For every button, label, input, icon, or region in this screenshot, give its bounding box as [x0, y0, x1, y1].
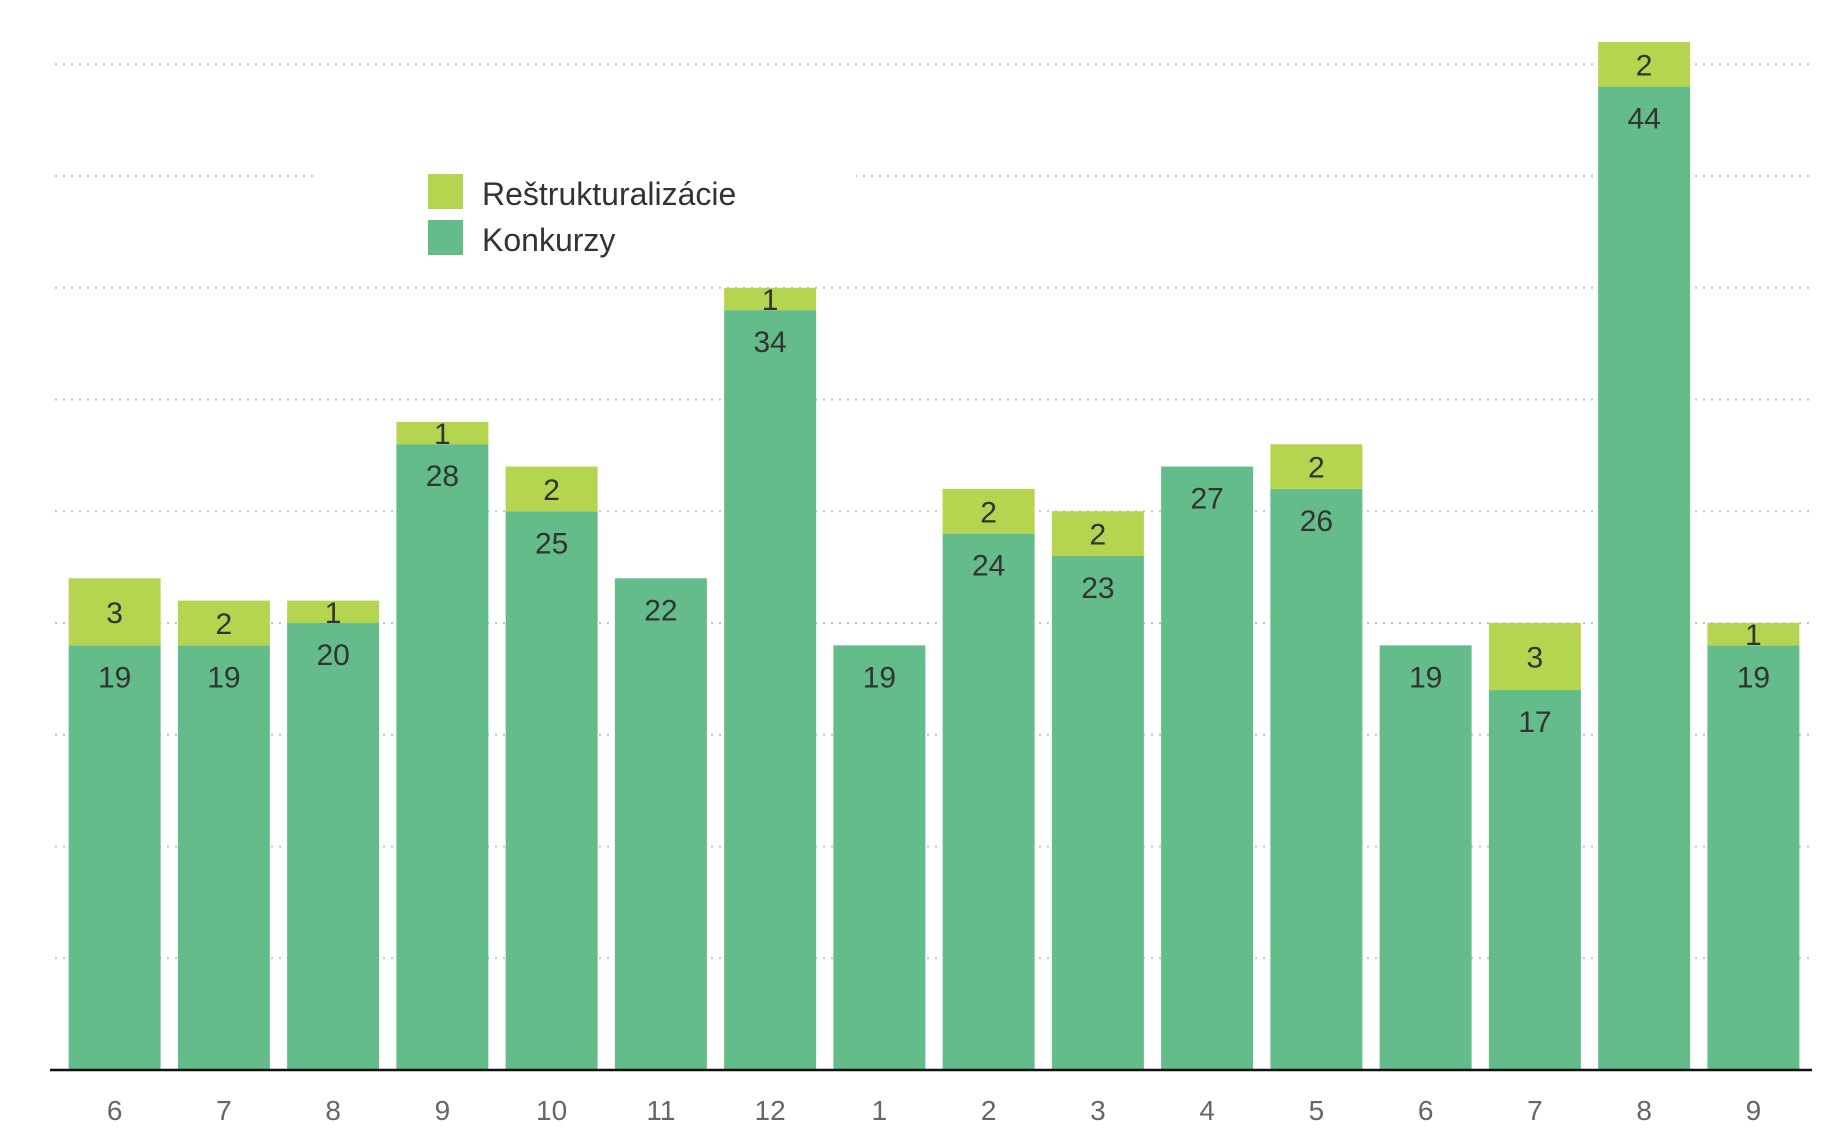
bar-restrukturalizacie[interactable] — [505, 466, 598, 512]
bar-konkurzy[interactable] — [287, 623, 380, 1070]
legend-background — [316, 162, 856, 274]
data-label-konkurzy: 19 — [1737, 661, 1770, 694]
bar-restrukturalizacie[interactable] — [1270, 444, 1363, 489]
legend-label-konkurzy[interactable]: Konkurzy — [482, 222, 615, 258]
data-label-restrukturalizacie: 1 — [434, 418, 451, 451]
data-label-konkurzy: 19 — [863, 661, 896, 694]
x-tick-label: 7 — [1527, 1095, 1543, 1126]
x-tick-label: 1 — [872, 1095, 888, 1126]
bar-restrukturalizacie[interactable] — [177, 600, 270, 646]
data-label-restrukturalizacie: 1 — [762, 284, 779, 317]
x-tick-label: 2 — [981, 1095, 997, 1126]
x-tick-label: 9 — [1746, 1095, 1762, 1126]
bar-restrukturalizacie[interactable] — [1707, 623, 1800, 646]
bars — [68, 41, 1800, 1071]
data-label-konkurzy: 44 — [1627, 103, 1660, 136]
legend: Reštrukturalizácie Konkurzy — [316, 162, 856, 274]
legend-label-restrukturalizacie[interactable]: Reštrukturalizácie — [482, 176, 736, 212]
data-label-konkurzy: 28 — [426, 460, 459, 493]
data-label-konkurzy: 27 — [1190, 483, 1223, 516]
data-label-konkurzy: 26 — [1300, 505, 1333, 538]
data-label-konkurzy: 17 — [1518, 706, 1551, 739]
bar-konkurzy[interactable] — [396, 444, 489, 1070]
x-tick-label: 4 — [1199, 1095, 1215, 1126]
bar-konkurzy[interactable] — [942, 533, 1035, 1070]
x-tick-label: 10 — [536, 1095, 567, 1126]
x-tick-label: 6 — [107, 1095, 123, 1126]
x-tick-labels: 6 7 8 9 10 11 12 1 2 3 4 5 6 7 8 9 — [107, 1095, 1761, 1126]
data-label-konkurzy: 24 — [972, 550, 1005, 583]
data-label-konkurzy: 19 — [207, 661, 240, 694]
bar-konkurzy[interactable] — [614, 578, 707, 1070]
bar-restrukturalizacie[interactable] — [1488, 623, 1581, 691]
bar-konkurzy[interactable] — [724, 310, 817, 1071]
bar-restrukturalizacie[interactable] — [1051, 511, 1144, 556]
bar-restrukturalizacie[interactable] — [1598, 41, 1691, 87]
data-label-restrukturalizacie: 2 — [1636, 49, 1653, 82]
bar-restrukturalizacie[interactable] — [942, 488, 1035, 534]
bar-konkurzy[interactable] — [1161, 466, 1254, 1070]
x-tick-label: 9 — [435, 1095, 451, 1126]
x-tick-label: 8 — [325, 1095, 341, 1126]
bar-konkurzy[interactable] — [177, 645, 270, 1070]
data-label-konkurzy: 34 — [753, 326, 786, 359]
bar-konkurzy[interactable] — [68, 645, 161, 1070]
data-labels: 3 19 2 19 1 20 1 28 2 25 22 1 34 19 2 24 2 23 27 2 26 19 3 17 2 4… — [98, 49, 1770, 739]
data-label-restrukturalizacie: 3 — [106, 597, 123, 630]
data-label-restrukturalizacie: 2 — [1090, 519, 1107, 552]
data-label-konkurzy: 20 — [316, 639, 349, 672]
data-label-konkurzy: 25 — [535, 527, 568, 560]
bar-konkurzy[interactable] — [1270, 488, 1363, 1070]
bar-konkurzy[interactable] — [1051, 555, 1144, 1070]
bar-restrukturalizacie[interactable] — [68, 578, 161, 646]
data-label-restrukturalizacie: 1 — [325, 597, 342, 630]
x-tick-label: 6 — [1418, 1095, 1434, 1126]
x-tick-label: 8 — [1636, 1095, 1652, 1126]
data-label-restrukturalizacie: 2 — [980, 496, 997, 529]
data-label-restrukturalizacie: 2 — [543, 474, 560, 507]
bar-konkurzy[interactable] — [1379, 645, 1472, 1070]
bar-konkurzy[interactable] — [1598, 86, 1691, 1071]
x-tick-label: 5 — [1309, 1095, 1325, 1126]
bar-konkurzy[interactable] — [505, 511, 598, 1070]
bar-restrukturalizacie[interactable] — [287, 600, 380, 623]
bar-restrukturalizacie[interactable] — [724, 287, 817, 311]
data-label-konkurzy: 23 — [1081, 572, 1114, 605]
bar-konkurzy[interactable] — [1707, 645, 1800, 1070]
legend-swatch-restrukturalizacie[interactable] — [428, 174, 463, 209]
x-tick-label: 7 — [216, 1095, 232, 1126]
data-label-konkurzy: 22 — [644, 594, 677, 627]
bar-konkurzy[interactable] — [1488, 690, 1581, 1070]
bar-restrukturalizacie[interactable] — [396, 421, 489, 445]
x-tick-label: 12 — [755, 1095, 786, 1126]
data-label-restrukturalizacie: 2 — [216, 608, 233, 641]
legend-swatch-konkurzy[interactable] — [428, 220, 463, 255]
x-tick-label: 11 — [646, 1095, 675, 1126]
data-label-konkurzy: 19 — [1409, 661, 1442, 694]
data-label-restrukturalizacie: 1 — [1745, 619, 1762, 652]
data-label-restrukturalizacie: 3 — [1527, 642, 1544, 675]
data-label-restrukturalizacie: 2 — [1308, 452, 1325, 485]
data-label-konkurzy: 19 — [98, 661, 131, 694]
bar-konkurzy[interactable] — [833, 645, 926, 1070]
x-tick-label: 3 — [1090, 1095, 1106, 1126]
